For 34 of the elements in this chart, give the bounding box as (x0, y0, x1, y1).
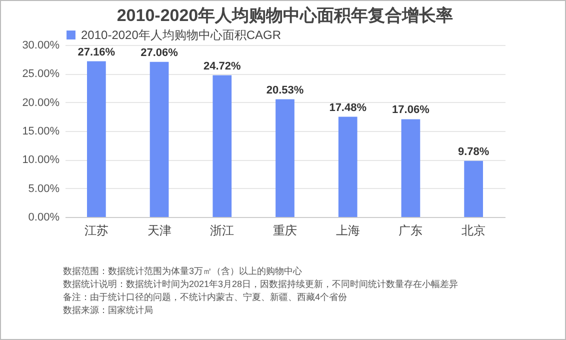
y-tick-label: 20.00% (22, 96, 60, 109)
data-label: 27.16% (78, 46, 116, 58)
y-tick-label: 0.00% (28, 212, 60, 224)
y-tick-label: 30.00% (22, 40, 60, 52)
y-tick-label: 15.00% (22, 126, 60, 138)
source-note: 数据来源：国家统计局 (63, 304, 154, 317)
bar (212, 75, 232, 217)
chart-title: 2010-2020年人均购物中心面积年复合增长率 (116, 6, 454, 25)
data-label: 27.06% (140, 46, 178, 59)
x-tick-label: 上海 (336, 224, 360, 238)
data-label: 9.78% (458, 146, 490, 158)
bar (276, 99, 294, 217)
x-tick-label: 广东 (398, 224, 423, 238)
y-tick-label: 5.00% (28, 182, 60, 195)
x-tick-label: 天津 (147, 224, 172, 238)
x-tick-label: 北京 (462, 224, 486, 238)
bar (87, 61, 106, 217)
bar (464, 160, 483, 217)
data-label: 17.48% (329, 102, 367, 114)
bar (150, 62, 169, 217)
x-tick-label: 浙江 (210, 224, 234, 238)
legend-label: 2010-2020年人均购物中心面积CAGR (81, 28, 282, 42)
x-tick-label: 重庆 (273, 224, 297, 238)
text: 数据范围：数据统计范围为体量3万㎡（含）以上的购物中心 (63, 265, 304, 278)
data-label: 20.53% (266, 84, 304, 96)
data-label: 24.72% (203, 60, 242, 72)
x-tick-label: 江苏 (84, 224, 108, 238)
text: 备注：由于统计口径的问题，不统计内蒙古、宁夏、新疆、西藏4个省份 (63, 291, 348, 304)
bar (338, 116, 358, 217)
bar (401, 119, 420, 217)
data-label: 17.06% (392, 104, 430, 116)
text: 数据统计说明：数据统计时间为2021年3月28日，因数据持续更新，不同时间统计数量存在小幅差异 (63, 278, 458, 291)
y-tick-label: 10.00% (22, 154, 60, 166)
y-tick-label: 25.00% (22, 68, 60, 80)
